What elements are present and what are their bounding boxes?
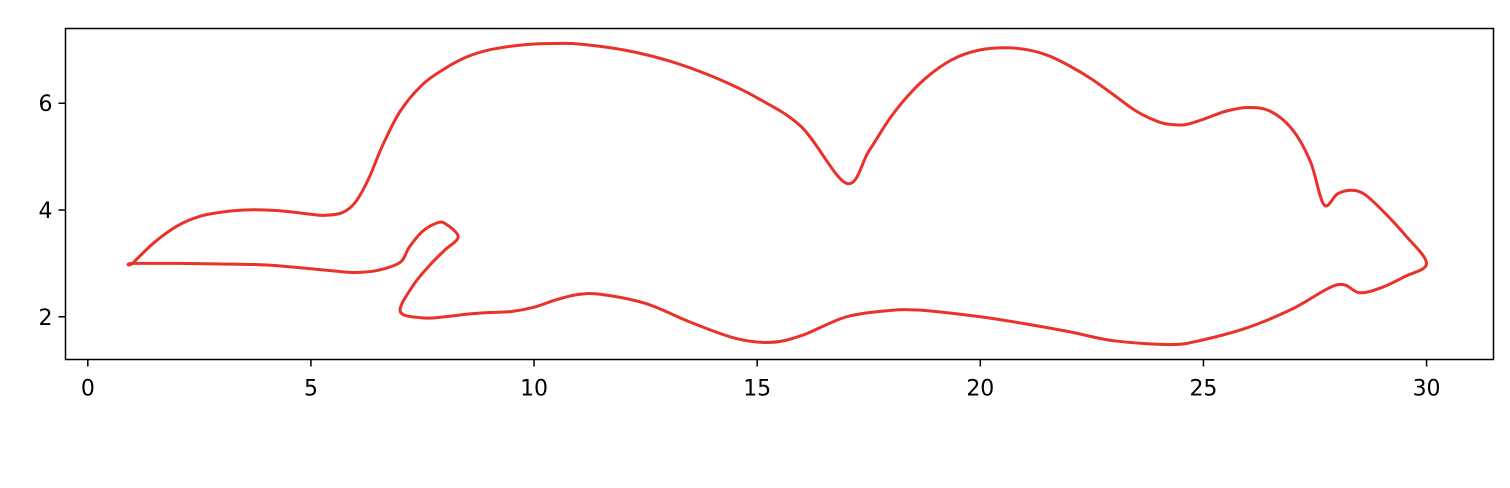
x-tick-label: 25 [1189,377,1217,402]
x-tick-label: 30 [1413,377,1441,402]
x-tick-label: 10 [520,377,548,402]
axes-frame [64,27,1495,361]
x-axis: 0 5 10 15 20 25 30 [81,359,1441,402]
x-tick-label: 0 [81,377,95,402]
y-axis: 2 4 6 [39,92,66,331]
x-tick-label: 20 [966,377,994,402]
y-tick-label: 2 [39,306,53,331]
y-tick-label: 4 [39,199,53,224]
y-tick-label: 6 [39,92,53,117]
x-tick-label: 15 [743,377,771,402]
plot-area [126,41,1429,347]
series-line [126,41,1429,347]
x-tick-label: 5 [304,377,318,402]
